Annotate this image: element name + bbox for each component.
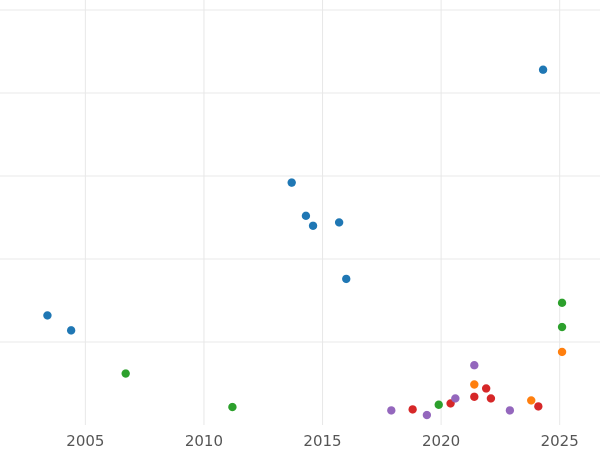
data-point — [505, 406, 515, 415]
data-point — [308, 221, 318, 230]
data-point — [408, 405, 417, 414]
data-point — [43, 311, 52, 320]
data-point — [451, 394, 460, 403]
x-tick-label: 2005 — [66, 432, 104, 450]
x-tick-label: 2015 — [303, 432, 341, 450]
grid — [0, 0, 600, 425]
x-tick-label: 2010 — [185, 432, 223, 450]
data-point — [470, 361, 479, 370]
data-point — [557, 347, 567, 357]
data-point — [486, 394, 496, 403]
data-point — [387, 406, 396, 415]
data-point — [527, 396, 536, 405]
data-point — [534, 402, 543, 411]
data-point — [481, 384, 491, 393]
x-axis-ticks: 2005 2010 2015 2020 2025 — [66, 432, 578, 450]
data-point — [342, 274, 351, 284]
data-points — [43, 65, 567, 420]
data-point — [434, 400, 443, 409]
data-point — [422, 410, 432, 420]
data-point — [470, 392, 479, 401]
x-tick-label: 2020 — [422, 432, 460, 450]
data-point — [121, 369, 130, 378]
data-point — [538, 65, 548, 74]
data-point — [557, 298, 567, 308]
x-tick-label: 2025 — [541, 432, 579, 450]
data-point — [301, 211, 311, 221]
data-point — [228, 402, 237, 412]
data-point — [470, 380, 479, 389]
data-point — [66, 326, 76, 335]
data-point — [557, 322, 567, 332]
data-point — [334, 218, 344, 227]
data-point — [287, 178, 296, 187]
